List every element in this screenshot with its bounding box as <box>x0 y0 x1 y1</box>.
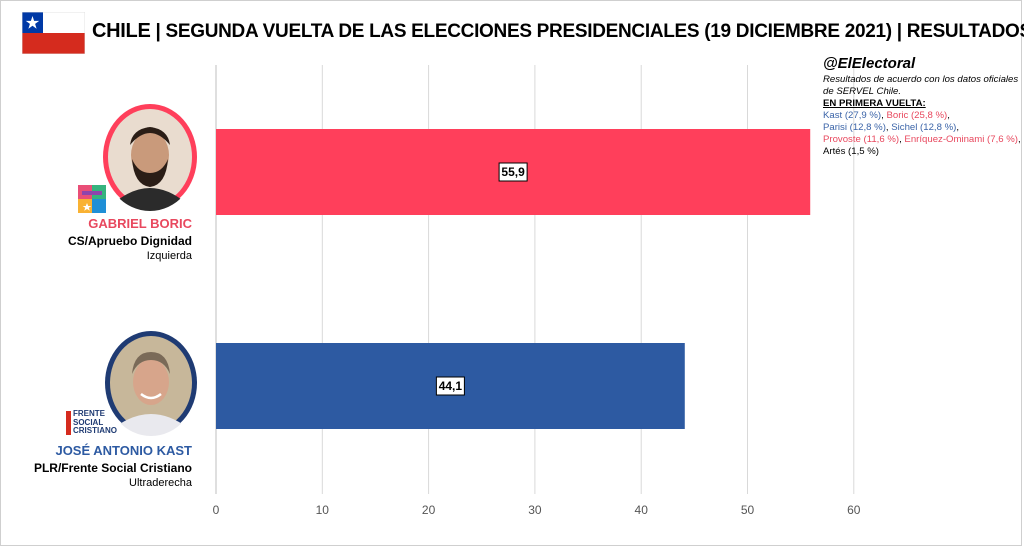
page-title: CHILE | SEGUNDA VUELTA DE LAS ELECCIONES… <box>92 20 1024 43</box>
first-round-line-4: Artés (1,5 %) <box>823 146 1023 158</box>
x-tick-label: 50 <box>741 503 755 517</box>
kast-party: PLR/Frente Social Cristiano <box>33 461 192 475</box>
fsc-logo-line-1: FRENTE <box>73 409 105 418</box>
x-tick-labels: 0 10 20 30 40 50 60 <box>213 503 861 517</box>
twitter-handle: @ElElectoral <box>823 55 916 72</box>
x-tick-label: 10 <box>316 503 330 517</box>
first-round-kast: Kast (27,9 %) <box>823 110 882 121</box>
data-label-box <box>498 162 528 182</box>
kast-photo <box>104 330 198 436</box>
first-round-line-3: Provoste (11,6 %), Enríquez-Ominami (7,6… <box>823 134 1021 145</box>
source-note: Resultados de acuerdo con los datos ofic… <box>823 74 1019 97</box>
first-round-boric: Boric (25,8 %) <box>886 110 948 121</box>
data-label: 44,1 <box>439 379 463 393</box>
boric-photo <box>102 103 198 211</box>
kast-name: JOSÉ ANTONIO KAST <box>55 443 192 458</box>
apruebo-dignidad-logo <box>78 185 106 213</box>
boric-ideology: Izquierda <box>146 250 192 262</box>
frente-social-cristiano-logo: FRENTE SOCIAL CRISTIANO <box>66 409 117 436</box>
chile-flag-icon <box>22 12 85 54</box>
boric-name: GABRIEL BORIC <box>88 216 192 231</box>
x-tick-label: 0 <box>213 503 220 517</box>
data-label-box <box>435 376 465 396</box>
fsc-logo-mark <box>66 411 71 435</box>
x-tick-label: 60 <box>847 503 861 517</box>
x-tick-label: 20 <box>422 503 436 517</box>
fsc-logo-line-2: SOCIAL <box>73 417 104 427</box>
title-text: | SEGUNDA VUELTA DE LAS ELECCIONES PRESI… <box>155 21 1024 42</box>
first-round-parisi: Parisi (12,8 %) <box>823 122 886 133</box>
first-round-sichel: Sichel (12,8 %) <box>891 122 957 133</box>
info-box: @ElElectoral Resultados de acuerdo con l… <box>823 55 1023 158</box>
first-round-heading: EN PRIMERA VUELTA: <box>823 98 926 109</box>
kast-ideology: Ultraderecha <box>129 477 192 489</box>
x-tick-label: 40 <box>635 503 649 517</box>
boric-party: CS/Apruebo Dignidad <box>68 234 192 248</box>
first-round-artes: Artés (1,5 %) <box>823 146 879 157</box>
first-round-line-1: Kast (27,9 %), Boric (25,8 %), <box>823 110 950 121</box>
title-country: CHILE <box>92 20 151 42</box>
x-tick-label: 30 <box>528 503 542 517</box>
fsc-logo-line-3: CRISTIANO <box>73 426 117 435</box>
bars: 55,9 44,1 <box>216 129 811 429</box>
first-round-line-2: Parisi (12,8 %), Sichel (12,8 %), <box>823 122 959 133</box>
first-round-enriquez: Enríquez-Ominami (7,6 %) <box>904 134 1018 145</box>
data-label: 55,9 <box>501 165 525 179</box>
first-round-provoste: Provoste (11,6 %) <box>823 134 900 145</box>
